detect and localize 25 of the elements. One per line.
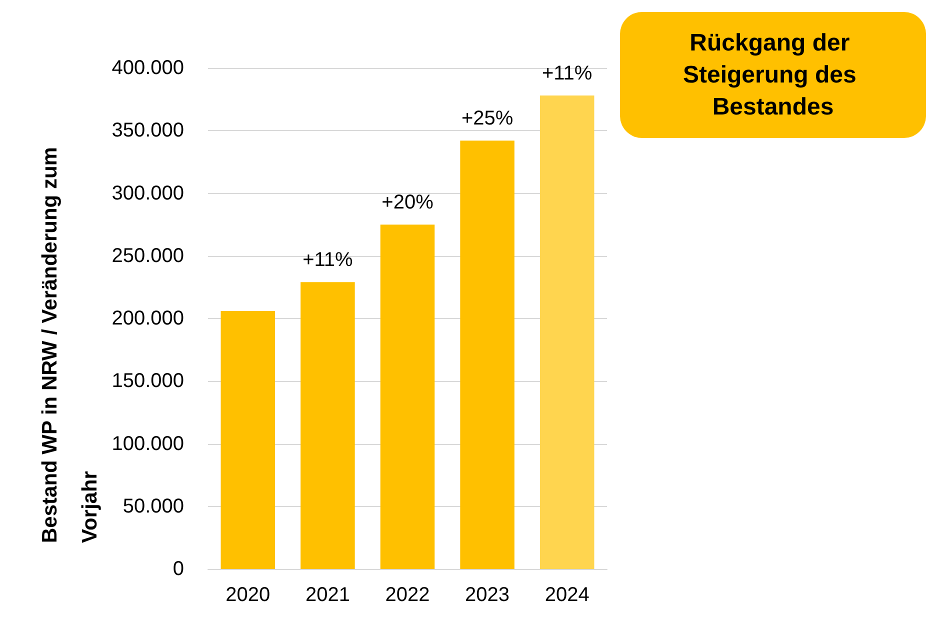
bar <box>540 96 594 569</box>
x-tick-label: 2023 <box>465 584 510 606</box>
y-tick-label: 300.000 <box>112 182 184 204</box>
y-tick-label: 400.000 <box>112 57 184 79</box>
y-tick-label: 350.000 <box>112 120 184 142</box>
x-tick-label: 2020 <box>226 584 270 606</box>
annotation: +20% <box>382 192 434 214</box>
x-tick-label: 2022 <box>385 584 430 606</box>
y-tick-label: 50.000 <box>122 495 184 518</box>
x-tick-label: 2021 <box>305 584 350 606</box>
y-tick-label: 100.000 <box>112 432 184 455</box>
bar <box>300 282 355 569</box>
annotation: +11% <box>542 62 592 85</box>
y-tick-label: 250.000 <box>112 244 184 267</box>
text: Rückgang der Steigerung des Bestandes <box>682 30 864 120</box>
y-tick-label: 0 <box>172 558 184 580</box>
bar <box>460 140 514 569</box>
bar <box>380 224 435 569</box>
y-axis-title: Bestand WP in NRW / Veränderung zum Vorjahr <box>38 141 102 543</box>
y-tick-label: 200.000 <box>112 308 184 330</box>
annotation: +25% <box>461 108 514 130</box>
y-tick-label: 150.000 <box>112 370 184 392</box>
bar <box>220 310 276 569</box>
x-tick-label: 2024 <box>544 584 590 606</box>
annotation: +11% <box>302 249 354 272</box>
